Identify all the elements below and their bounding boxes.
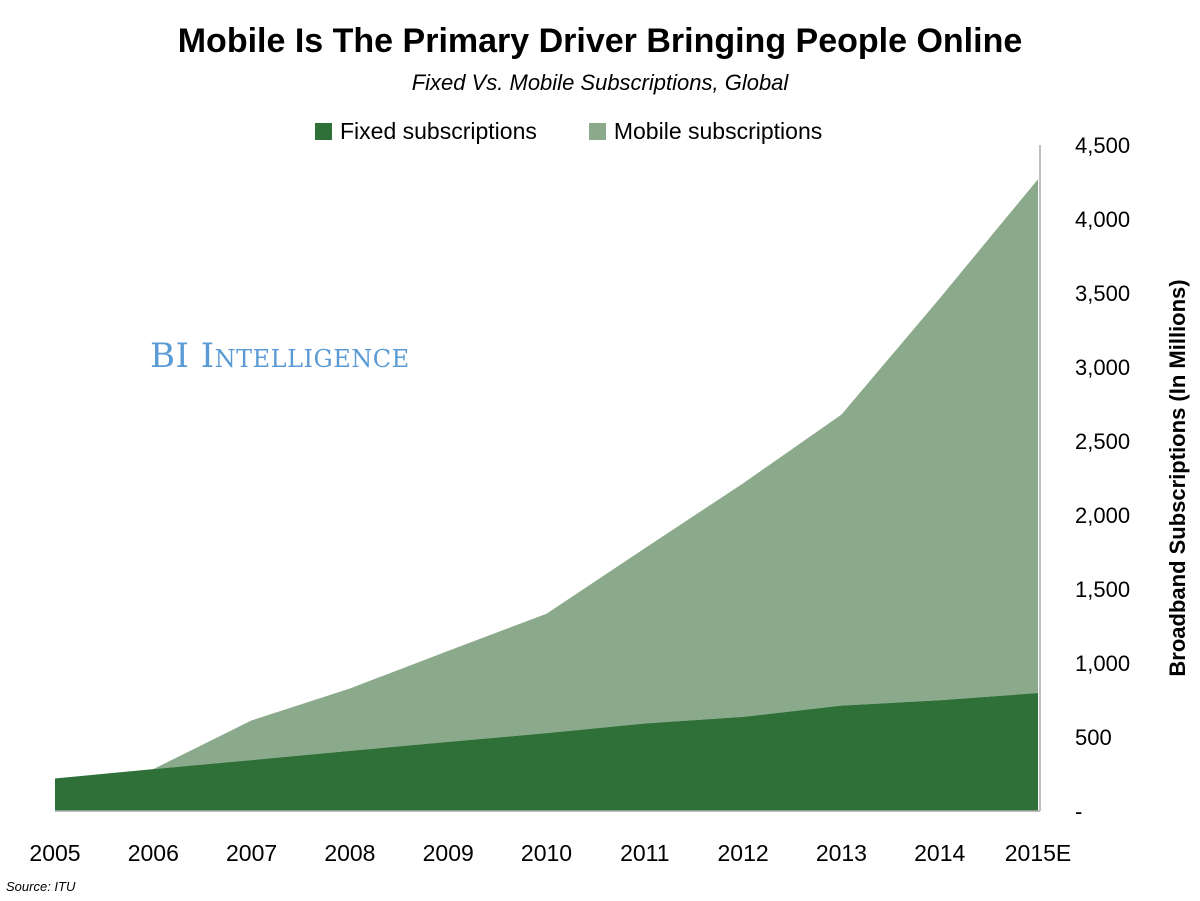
bi-intelligence-watermark: BI Intelligence <box>150 336 410 376</box>
y-tick-label: 1,000 <box>1075 651 1130 676</box>
x-tick-label: 2008 <box>324 840 375 866</box>
x-tick-label: 2013 <box>816 840 867 866</box>
y-tick-label: 3,000 <box>1075 355 1130 380</box>
x-tick-label: 2005 <box>29 840 80 866</box>
legend: Fixed subscriptions Mobile subscriptions <box>315 118 874 145</box>
y-tick-label: 1,500 <box>1075 577 1130 602</box>
y-tick-label: 4,500 <box>1075 133 1130 158</box>
x-tick-label: 2011 <box>620 840 669 866</box>
x-tick-label: 2015E <box>1005 840 1072 866</box>
legend-swatch-fixed <box>315 123 332 140</box>
y-axis-title: Broadband Subscriptions (In Millions) <box>1165 279 1190 676</box>
y-tick-label: 500 <box>1075 725 1112 750</box>
x-tick-label: 2007 <box>226 840 277 866</box>
legend-swatch-mobile <box>588 123 606 140</box>
legend-item-mobile: Mobile subscriptions <box>588 118 823 145</box>
legend-label-fixed: Fixed subscriptions <box>340 118 537 144</box>
legend-label-mobile: Mobile subscriptions <box>613 118 823 144</box>
y-tick-label: 4,000 <box>1075 207 1130 232</box>
x-tick-label: 2006 <box>128 840 179 866</box>
y-tick-label: 3,500 <box>1075 281 1130 306</box>
chart-subtitle: Fixed Vs. Mobile Subscriptions, Global <box>411 70 789 95</box>
x-tick-label: 2014 <box>914 840 965 866</box>
x-tick-label: 2009 <box>423 840 474 866</box>
y-tick-label: 2,000 <box>1075 503 1130 528</box>
x-tick-label: 2012 <box>718 840 769 866</box>
legend-item-fixed: Fixed subscriptions <box>315 118 537 145</box>
chart-title: Mobile Is The Primary Driver Bringing Pe… <box>177 22 1023 60</box>
x-tick-label: 2010 <box>521 840 572 866</box>
y-tick-label: - <box>1075 799 1082 824</box>
mobile-subscriptions-area <box>55 179 1038 779</box>
fixed-subscriptions-area <box>55 693 1038 811</box>
y-tick-label: 2,500 <box>1075 429 1130 454</box>
source-note: Source: ITU <box>6 879 76 894</box>
